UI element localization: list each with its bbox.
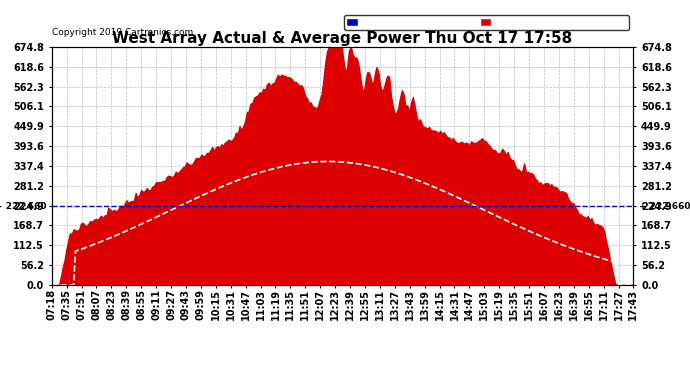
Title: West Array Actual & Average Power Thu Oct 17 17:58: West Array Actual & Average Power Thu Oc… <box>112 31 573 46</box>
Legend: Average  (DC Watts), West Array  (DC Watts): Average (DC Watts), West Array (DC Watts… <box>344 15 629 30</box>
Text: Copyright 2019 Cartronics.com: Copyright 2019 Cartronics.com <box>52 28 193 38</box>
Text: + 222.660: + 222.660 <box>639 202 690 211</box>
Text: + 222.660: + 222.660 <box>0 202 46 211</box>
